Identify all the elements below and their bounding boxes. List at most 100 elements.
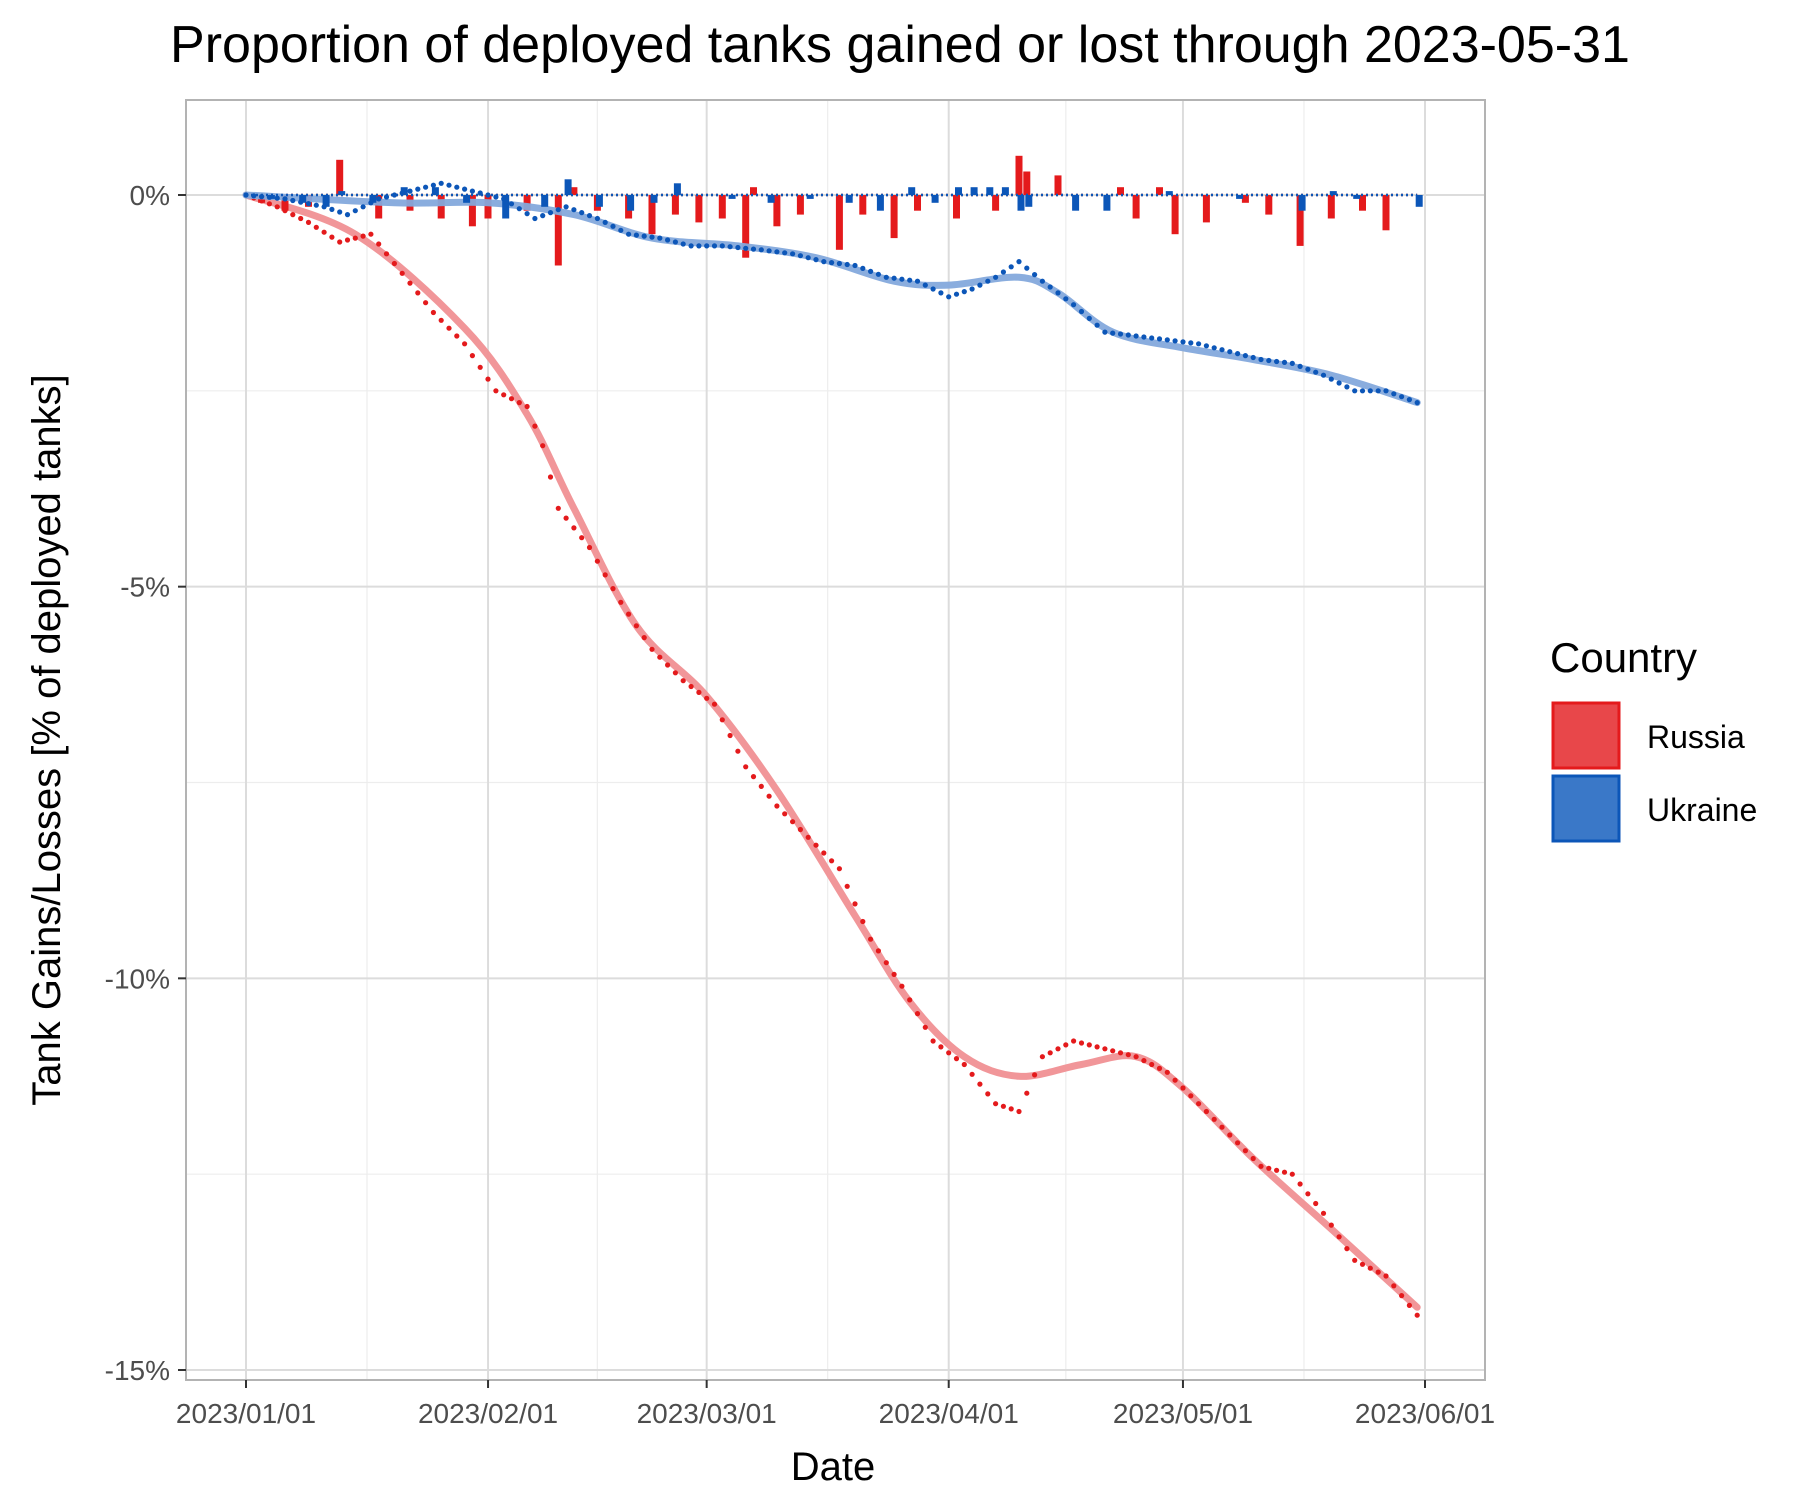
cumulative-point-ukraine: [1297, 363, 1303, 369]
cumulative-point-russia: [1328, 1222, 1334, 1228]
cumulative-point-russia: [1086, 1042, 1092, 1048]
cumulative-point-ukraine: [868, 268, 874, 274]
cumulative-point-russia: [407, 280, 413, 286]
cumulative-point-ukraine: [1117, 331, 1124, 337]
daily-bar-russia: [1241, 195, 1249, 203]
cumulative-point-ukraine: [1071, 302, 1077, 308]
cumulative-point-ukraine: [977, 282, 983, 288]
cumulative-point-ukraine: [750, 246, 757, 252]
cumulative-point-russia: [446, 325, 452, 331]
cumulative-point-ukraine: [563, 204, 569, 210]
cumulative-point-russia: [1094, 1044, 1100, 1050]
daily-bar-ukraine: [322, 195, 330, 207]
daily-bar-ukraine: [650, 195, 658, 203]
cumulative-point-russia: [1039, 1054, 1045, 1060]
cumulative-point-ukraine: [1000, 269, 1007, 275]
cumulative-point-ukraine: [1211, 345, 1217, 351]
cumulative-point-ukraine: [532, 215, 538, 222]
daily-bar-russia: [992, 195, 1000, 211]
cumulative-point-russia: [547, 474, 554, 480]
daily-bar-russia: [281, 195, 289, 211]
cumulative-point-russia: [1071, 1038, 1077, 1044]
cumulative-point-russia: [423, 300, 429, 306]
cumulative-point-russia: [875, 948, 882, 954]
cumulative-point-russia: [1352, 1257, 1358, 1263]
cumulative-point-russia: [727, 732, 733, 739]
cumulative-point-russia: [626, 611, 632, 617]
cumulative-point-ukraine: [1235, 351, 1241, 357]
y-tick-label: -5%: [120, 572, 170, 603]
cumulative-point-russia: [1313, 1200, 1319, 1207]
cumulative-point-ukraine: [953, 291, 960, 297]
cumulative-point-russia: [805, 834, 811, 840]
cumulative-point-ukraine: [1242, 353, 1248, 359]
cumulative-point-ukraine: [1391, 391, 1397, 397]
cumulative-point-russia: [602, 572, 608, 578]
daily-bar-russia: [1382, 195, 1390, 231]
series-layer: [242, 155, 1423, 1318]
daily-bar-russia: [953, 195, 960, 219]
cumulative-point-russia: [1047, 1050, 1053, 1056]
cumulative-point-ukraine: [1305, 366, 1311, 372]
cumulative-point-ukraine: [766, 248, 772, 254]
cumulative-point-ukraine: [641, 233, 647, 239]
cumulative-point-ukraine: [1133, 333, 1139, 339]
daily-bar-russia: [1202, 195, 1210, 223]
daily-bar-russia: [750, 187, 757, 195]
cumulative-point-ukraine: [1180, 339, 1186, 345]
x-tick-label: 2023/06/01: [1355, 1398, 1495, 1429]
daily-bar-ukraine: [267, 195, 275, 199]
cumulative-point-ukraine: [469, 188, 475, 194]
cumulative-point-ukraine: [704, 243, 710, 249]
cumulative-point-russia: [1156, 1065, 1163, 1071]
cumulative-point-ukraine: [711, 243, 718, 249]
cumulative-point-ukraine: [1039, 278, 1045, 284]
cumulative-point-russia: [969, 1071, 975, 1077]
cumulative-point-russia: [571, 525, 577, 531]
daily-bar-ukraine: [767, 195, 775, 203]
cumulative-point-russia: [1399, 1293, 1405, 1299]
cumulative-point-ukraine: [1203, 343, 1209, 349]
cumulative-point-russia: [641, 635, 647, 641]
cumulative-point-ukraine: [1406, 397, 1412, 403]
cumulative-point-ukraine: [571, 207, 577, 213]
cumulative-point-ukraine: [462, 186, 468, 192]
legend-title: Country: [1550, 634, 1697, 681]
x-axis-label: Date: [791, 1445, 876, 1489]
daily-bar-russia: [375, 195, 383, 219]
cumulative-point-ukraine: [1344, 384, 1350, 390]
cumulative-point-ukraine: [782, 250, 788, 256]
cumulative-point-russia: [313, 224, 319, 230]
daily-bar-ukraine: [1329, 191, 1337, 195]
cumulative-point-russia: [337, 239, 343, 245]
trend-line-russia: [242, 191, 1421, 1311]
daily-bar-russia: [835, 195, 843, 250]
cumulative-point-russia: [586, 544, 593, 551]
cumulative-point-russia: [1297, 1181, 1303, 1187]
cumulative-point-ukraine: [446, 182, 452, 188]
series-russia: [242, 155, 1421, 1318]
cumulative-point-ukraine: [1367, 388, 1373, 394]
cumulative-point-russia: [711, 701, 718, 707]
cumulative-point-russia: [399, 270, 405, 276]
cumulative-point-ukraine: [579, 210, 585, 216]
cumulative-point-russia: [1320, 1210, 1327, 1216]
cumulative-point-ukraine: [305, 201, 312, 207]
daily-bar-ukraine: [502, 195, 510, 219]
cumulative-point-russia: [493, 388, 499, 394]
cumulative-point-ukraine: [1024, 265, 1030, 271]
daily-bar-russia: [1265, 195, 1273, 215]
cumulative-point-russia: [321, 229, 327, 235]
cumulative-point-ukraine: [1141, 334, 1147, 340]
cumulative-point-ukraine: [1188, 340, 1194, 346]
cumulative-point-russia: [1258, 1163, 1264, 1169]
cumulative-point-russia: [719, 717, 725, 723]
cumulative-point-ukraine: [735, 244, 741, 251]
daily-bar-russia: [718, 195, 726, 219]
cumulative-point-russia: [782, 811, 788, 817]
cumulative-point-ukraine: [524, 211, 530, 217]
daily-bar-russia: [1132, 195, 1140, 219]
cumulative-point-ukraine: [547, 210, 554, 216]
cumulative-point-ukraine: [337, 209, 343, 215]
